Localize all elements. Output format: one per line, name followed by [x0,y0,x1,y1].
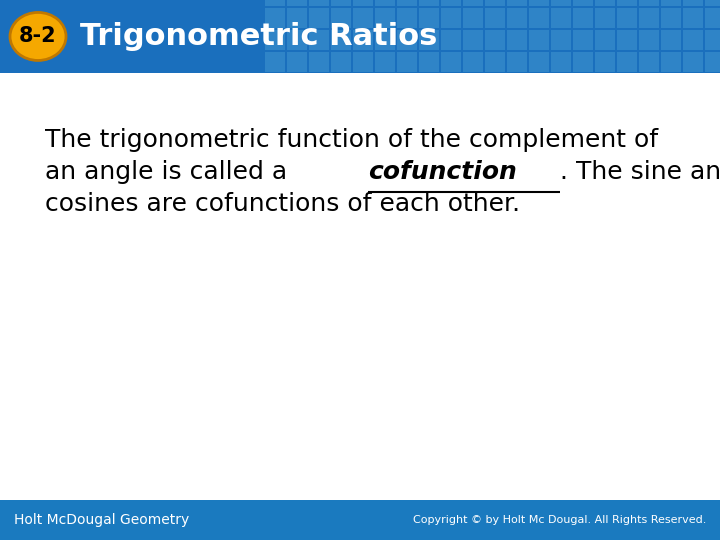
FancyBboxPatch shape [309,30,329,50]
FancyBboxPatch shape [551,52,571,72]
FancyBboxPatch shape [287,0,307,6]
FancyBboxPatch shape [331,52,351,72]
Text: Holt McDougal Geometry: Holt McDougal Geometry [14,513,189,526]
FancyBboxPatch shape [331,30,351,50]
FancyBboxPatch shape [441,8,461,28]
FancyBboxPatch shape [595,8,615,28]
FancyBboxPatch shape [529,30,549,50]
FancyBboxPatch shape [265,0,285,6]
FancyBboxPatch shape [463,8,483,28]
FancyBboxPatch shape [683,0,703,6]
FancyBboxPatch shape [397,8,417,28]
FancyBboxPatch shape [551,8,571,28]
FancyBboxPatch shape [705,52,720,72]
FancyBboxPatch shape [463,30,483,50]
FancyBboxPatch shape [0,0,720,73]
FancyBboxPatch shape [617,52,637,72]
FancyBboxPatch shape [507,8,527,28]
FancyBboxPatch shape [375,30,395,50]
FancyBboxPatch shape [353,0,373,6]
FancyBboxPatch shape [617,0,637,6]
FancyBboxPatch shape [683,30,703,50]
FancyBboxPatch shape [683,8,703,28]
FancyBboxPatch shape [331,0,351,6]
FancyBboxPatch shape [617,30,637,50]
FancyBboxPatch shape [485,0,505,6]
FancyBboxPatch shape [441,52,461,72]
FancyBboxPatch shape [463,0,483,6]
FancyBboxPatch shape [639,52,659,72]
FancyBboxPatch shape [309,52,329,72]
FancyBboxPatch shape [419,8,439,28]
FancyBboxPatch shape [573,52,593,72]
FancyBboxPatch shape [507,52,527,72]
FancyBboxPatch shape [265,8,285,28]
FancyBboxPatch shape [705,30,720,50]
FancyBboxPatch shape [705,0,720,6]
FancyBboxPatch shape [375,0,395,6]
FancyBboxPatch shape [353,30,373,50]
FancyBboxPatch shape [661,8,681,28]
FancyBboxPatch shape [639,8,659,28]
FancyBboxPatch shape [485,8,505,28]
FancyBboxPatch shape [573,30,593,50]
FancyBboxPatch shape [375,52,395,72]
FancyBboxPatch shape [551,0,571,6]
FancyBboxPatch shape [529,8,549,28]
Text: cosines are cofunctions of each other.: cosines are cofunctions of each other. [45,192,520,216]
FancyBboxPatch shape [463,52,483,72]
FancyBboxPatch shape [0,500,720,540]
FancyBboxPatch shape [507,30,527,50]
FancyBboxPatch shape [595,30,615,50]
FancyBboxPatch shape [529,0,549,6]
FancyBboxPatch shape [419,0,439,6]
FancyBboxPatch shape [265,52,285,72]
Text: an angle is called a: an angle is called a [45,160,295,184]
FancyBboxPatch shape [529,52,549,72]
FancyBboxPatch shape [309,8,329,28]
FancyBboxPatch shape [705,8,720,28]
FancyBboxPatch shape [683,52,703,72]
FancyBboxPatch shape [441,30,461,50]
FancyBboxPatch shape [639,30,659,50]
FancyBboxPatch shape [639,0,659,6]
Text: Copyright © by Holt Mc Dougal. All Rights Reserved.: Copyright © by Holt Mc Dougal. All Right… [413,515,706,525]
FancyBboxPatch shape [419,52,439,72]
FancyBboxPatch shape [661,0,681,6]
FancyBboxPatch shape [397,52,417,72]
FancyBboxPatch shape [397,0,417,6]
FancyBboxPatch shape [419,30,439,50]
Text: 8-2: 8-2 [19,26,57,46]
FancyBboxPatch shape [485,52,505,72]
Text: Trigonometric Ratios: Trigonometric Ratios [80,22,437,51]
FancyBboxPatch shape [441,0,461,6]
FancyBboxPatch shape [661,30,681,50]
FancyBboxPatch shape [309,0,329,6]
Text: . The sine and: . The sine and [559,160,720,184]
FancyBboxPatch shape [331,8,351,28]
FancyBboxPatch shape [265,30,285,50]
FancyBboxPatch shape [353,8,373,28]
FancyBboxPatch shape [595,0,615,6]
FancyBboxPatch shape [573,0,593,6]
FancyBboxPatch shape [617,8,637,28]
FancyBboxPatch shape [485,30,505,50]
Text: The trigonometric function of the complement of: The trigonometric function of the comple… [45,128,658,152]
FancyBboxPatch shape [287,30,307,50]
FancyBboxPatch shape [661,52,681,72]
FancyBboxPatch shape [287,8,307,28]
FancyBboxPatch shape [397,30,417,50]
FancyBboxPatch shape [551,30,571,50]
FancyBboxPatch shape [507,0,527,6]
Text: cofunction: cofunction [368,160,516,184]
Ellipse shape [10,12,66,60]
FancyBboxPatch shape [287,52,307,72]
FancyBboxPatch shape [573,8,593,28]
FancyBboxPatch shape [353,52,373,72]
FancyBboxPatch shape [595,52,615,72]
FancyBboxPatch shape [375,8,395,28]
